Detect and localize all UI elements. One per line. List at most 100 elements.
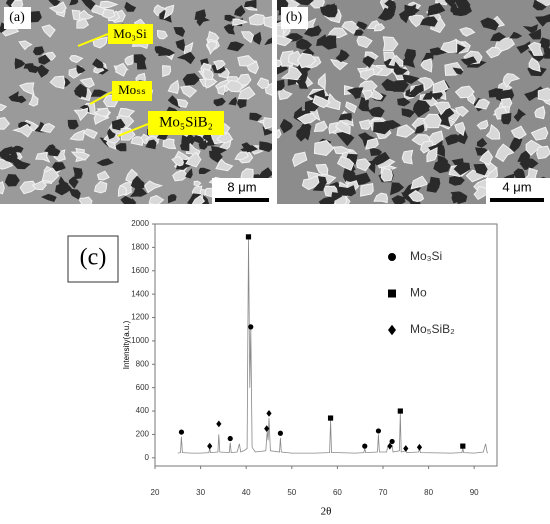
phase-marker — [248, 324, 254, 330]
phase-marker — [362, 443, 368, 449]
sem-grain — [336, 155, 355, 171]
phase-marker — [397, 408, 403, 414]
sem-grain — [180, 85, 198, 98]
phase-marker — [227, 435, 233, 442]
sem-grain — [243, 0, 257, 9]
sem-grain — [263, 16, 272, 29]
sem-grain — [356, 21, 368, 30]
sem-grain — [124, 53, 136, 66]
phase-marker — [388, 289, 396, 298]
sem-grain — [232, 18, 249, 26]
sem-grain — [227, 41, 245, 52]
sem-grain — [200, 58, 209, 66]
sem-grain — [358, 119, 371, 130]
leader-line — [89, 91, 113, 105]
sem-grain — [399, 9, 409, 24]
sem-grain — [354, 172, 371, 186]
phase-marker — [327, 415, 334, 421]
sem-grain — [402, 74, 420, 84]
sem-grain — [252, 31, 262, 45]
sem-grain — [321, 35, 337, 50]
sem-grain — [401, 149, 414, 165]
sem-grain — [354, 29, 364, 36]
sem-grain — [32, 46, 45, 56]
sem-grain — [182, 73, 201, 86]
sem-grain — [410, 175, 429, 190]
sem-grain — [509, 137, 523, 152]
y-tick-label: 400 — [136, 406, 150, 415]
sem-grain — [345, 101, 358, 114]
panel-label: (a) — [9, 10, 25, 25]
sem-grain — [459, 27, 476, 37]
sem-grain — [454, 121, 466, 137]
sem-grain — [262, 117, 272, 130]
phase-marker — [388, 324, 396, 336]
y-tick-label: 0 — [145, 453, 150, 462]
sem-grain — [73, 87, 87, 98]
sem-grain — [37, 64, 50, 78]
sem-grain — [377, 7, 395, 21]
leader-line — [77, 33, 109, 47]
sem-grain — [69, 0, 79, 6]
plot-frame — [154, 223, 498, 467]
sem-grain — [198, 167, 211, 174]
sem-grain — [67, 119, 79, 130]
sem-grain — [234, 151, 249, 161]
sem-grain — [476, 119, 489, 130]
sem-grain — [524, 87, 540, 102]
sem-grain — [185, 151, 202, 168]
phase-marker — [245, 234, 252, 240]
sem-grain — [48, 1, 67, 14]
sem-grain — [460, 56, 478, 66]
sem-grain — [12, 158, 31, 170]
sem-grain — [40, 122, 56, 134]
sem-grain — [516, 41, 531, 54]
panel-label: (b) — [286, 10, 303, 25]
sem-grain — [48, 0, 61, 8]
sem-grain — [522, 24, 538, 33]
sem-grain — [312, 180, 326, 191]
sem-grain — [473, 163, 488, 176]
sem-grain — [358, 132, 376, 147]
sem-grain — [8, 91, 19, 103]
sem-grain — [156, 29, 168, 40]
sem-grain — [448, 175, 465, 186]
sem-grain — [358, 96, 370, 112]
phase-marker — [266, 410, 272, 417]
sem-grain — [390, 182, 405, 196]
phase-marker — [387, 442, 393, 450]
sem-grain — [98, 0, 119, 9]
sem-grain — [115, 62, 128, 77]
sem-grain — [101, 8, 116, 19]
sem-grain — [432, 79, 449, 94]
legend-label: Mo — [410, 286, 427, 300]
sem-grain — [341, 20, 360, 35]
sem-grain — [279, 118, 293, 134]
sem-grain — [69, 55, 84, 64]
sem-grain — [407, 14, 427, 28]
x-tick-label: 40 — [242, 488, 251, 497]
sem-grain — [455, 129, 468, 145]
sem-grain — [185, 168, 193, 179]
sem-grain — [535, 13, 550, 27]
sem-grain — [532, 0, 547, 11]
sem-grain — [28, 94, 39, 107]
sem-grain — [0, 151, 12, 161]
sem-grain — [408, 84, 424, 97]
sem-grain — [31, 180, 47, 191]
sem-grain — [513, 108, 526, 122]
sem-grain — [158, 48, 176, 57]
sem-grain — [527, 41, 544, 56]
sem-grain — [93, 107, 110, 117]
sem-grain — [320, 3, 336, 14]
sem-grain — [49, 75, 66, 90]
sem-grain — [211, 146, 228, 155]
sem-grain — [224, 14, 236, 22]
sem-grain — [360, 183, 374, 197]
sem-grain — [193, 180, 202, 187]
sem-grain — [137, 59, 147, 70]
phase-marker — [460, 443, 466, 449]
sem-grain — [485, 124, 501, 140]
sem-grain — [476, 137, 488, 148]
